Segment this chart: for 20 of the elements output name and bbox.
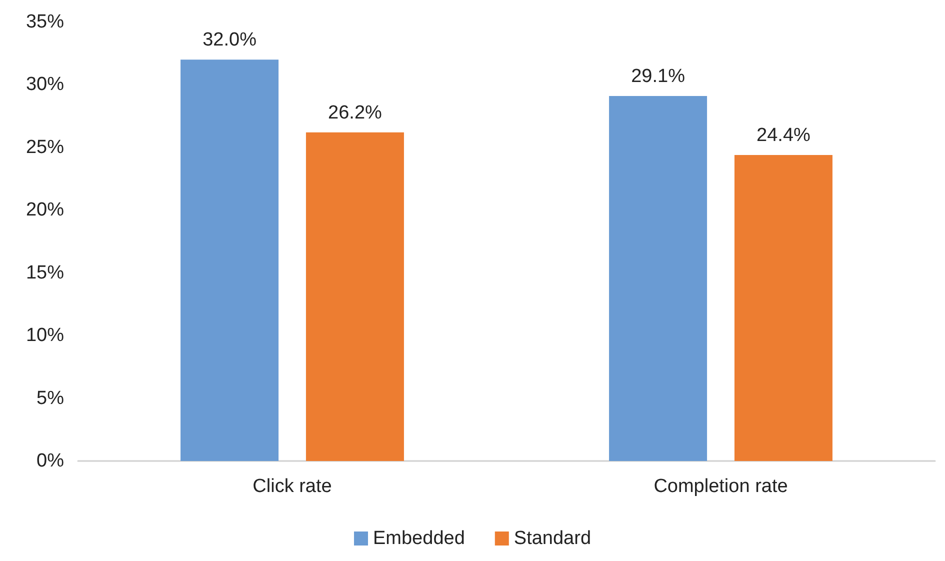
y-tick-label: 35% bbox=[26, 12, 64, 32]
y-tick-label: 5% bbox=[36, 388, 64, 409]
y-tick-label: 15% bbox=[26, 262, 64, 284]
data-label: 32.0% bbox=[202, 30, 257, 51]
legend-label: Embedded bbox=[372, 528, 465, 549]
legend-label: Standard bbox=[514, 528, 592, 549]
x-tick-label: Click rate bbox=[252, 476, 332, 497]
y-tick-label: 20% bbox=[26, 200, 64, 221]
bar bbox=[180, 60, 279, 461]
y-tick-label: 10% bbox=[26, 325, 64, 346]
y-tick-label: 30% bbox=[26, 74, 64, 96]
bar bbox=[734, 154, 832, 461]
y-tick-label: 25% bbox=[26, 136, 64, 158]
data-label: 26.2% bbox=[328, 102, 382, 124]
x-tick-label: Completion rate bbox=[654, 476, 788, 497]
y-tick-label: 0% bbox=[36, 450, 64, 472]
bar bbox=[609, 96, 708, 461]
data-label: 24.4% bbox=[756, 124, 811, 146]
data-label: 29.1% bbox=[631, 66, 686, 88]
bar bbox=[306, 132, 404, 461]
